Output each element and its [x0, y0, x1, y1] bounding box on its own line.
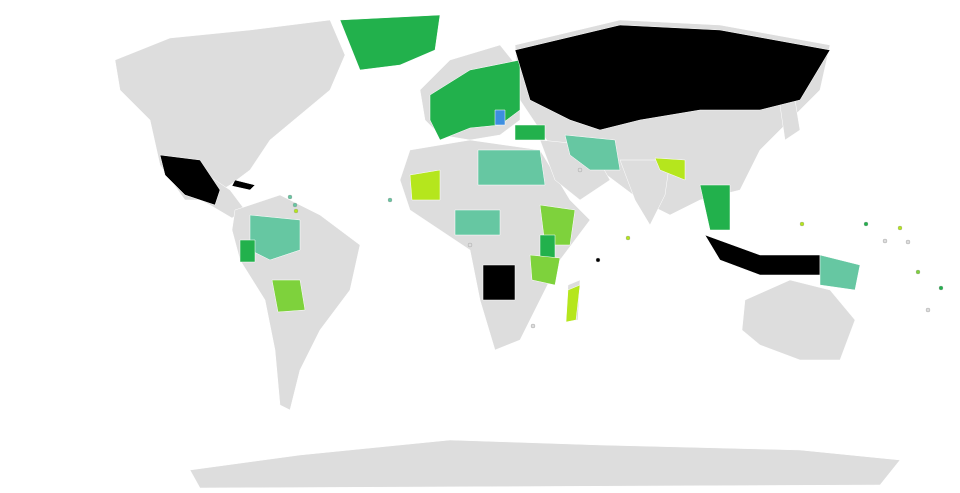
turkey — [514, 124, 546, 141]
island-marker — [467, 242, 473, 248]
island-marker — [595, 257, 601, 263]
island-marker — [863, 221, 869, 227]
island-marker — [925, 307, 931, 313]
island-marker — [882, 238, 888, 244]
mexico — [159, 154, 221, 206]
west-africa — [454, 209, 501, 236]
southeast-asia — [699, 184, 731, 231]
indonesia — [704, 234, 821, 276]
island-marker — [938, 285, 944, 291]
tanzania — [529, 254, 561, 286]
island-marker — [915, 269, 921, 275]
balkans — [494, 109, 506, 126]
png — [819, 254, 861, 291]
ecuador — [239, 239, 256, 263]
greenland — [339, 14, 441, 71]
small-island-markers — [287, 167, 944, 329]
antarctica — [189, 439, 901, 489]
north-africa — [477, 149, 546, 186]
mauritania — [409, 169, 441, 201]
madagascar-hl — [565, 284, 581, 323]
island-marker — [530, 323, 536, 329]
russia-central-asia — [514, 24, 831, 131]
middle-east — [564, 134, 621, 171]
caribbean — [231, 179, 256, 191]
island-marker — [905, 239, 911, 245]
angola — [482, 264, 516, 301]
nepal-bangladesh — [654, 157, 686, 181]
island-marker — [897, 225, 903, 231]
north-america — [114, 19, 346, 201]
island-marker — [799, 221, 805, 227]
australia — [741, 279, 856, 361]
island-marker — [625, 235, 631, 241]
island-marker — [287, 194, 293, 200]
island-marker — [293, 208, 299, 214]
highlighted-countries — [159, 14, 861, 323]
island-marker — [577, 167, 583, 173]
island-marker — [292, 202, 298, 208]
bolivia — [271, 279, 306, 313]
island-marker — [387, 197, 393, 203]
